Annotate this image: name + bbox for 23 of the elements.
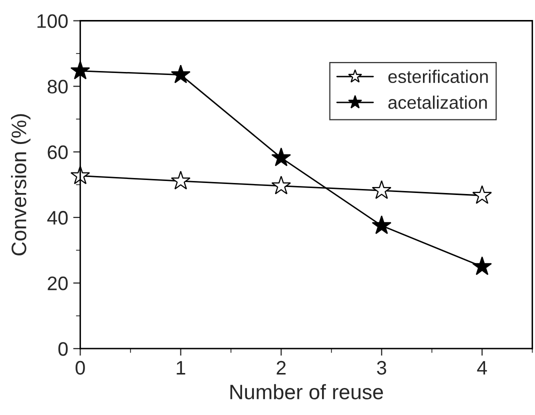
- point: [372, 180, 392, 199]
- y-tick-label: 100: [37, 14, 68, 28]
- y-axis-title: Conversion (%): [11, 114, 30, 256]
- legend-label: acetalization: [388, 96, 487, 109]
- point: [472, 256, 492, 276]
- point: [372, 215, 392, 234]
- point: [170, 170, 191, 190]
- x-tick-label: 0: [76, 360, 85, 375]
- x-tick-label: 3: [376, 360, 386, 375]
- y-tick-label: 0: [58, 342, 68, 356]
- x-tick-label: 2: [276, 360, 286, 374]
- point: [170, 64, 191, 84]
- legend-label: esterification: [388, 70, 488, 84]
- y-tick-label: 20: [48, 276, 68, 290]
- y-tick-label: 60: [48, 145, 68, 160]
- point: [271, 148, 291, 166]
- point: [472, 185, 492, 204]
- y-tick-label: 80: [48, 80, 68, 94]
- x-axis-title: Number of reuse: [230, 384, 383, 400]
- x-tick-label: 4: [477, 361, 487, 374]
- point: [271, 176, 291, 194]
- y-tick-label: 40: [47, 210, 68, 225]
- x-tick-label: 1: [176, 361, 186, 374]
